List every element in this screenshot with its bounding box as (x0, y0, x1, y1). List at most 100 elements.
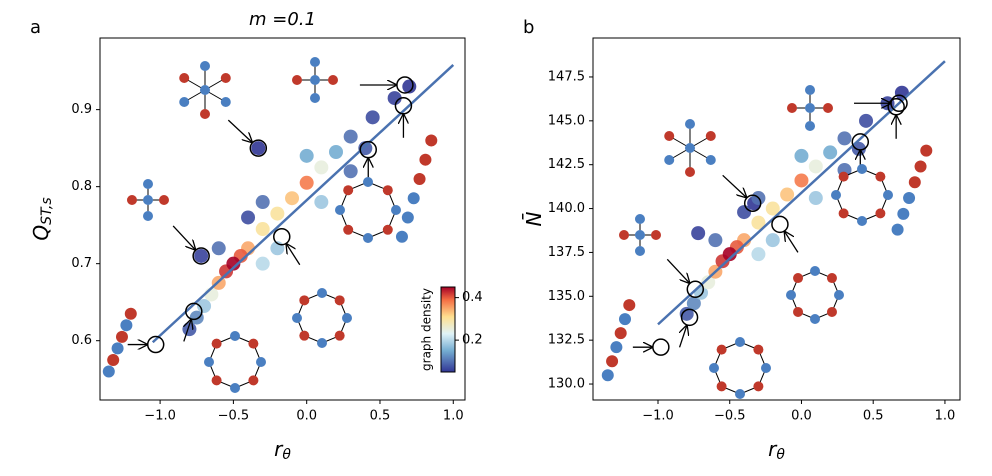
inset-node (805, 121, 815, 131)
strip-point (395, 230, 408, 243)
y-tick-label: 0.8 (71, 179, 92, 194)
plot-area (102, 64, 455, 378)
strip-point (413, 172, 426, 185)
strip-point (623, 299, 636, 312)
strip-point (903, 192, 916, 205)
scatter-point (765, 201, 780, 216)
y-axis-label: N̄ (521, 211, 546, 226)
panel-label: a (30, 17, 41, 38)
inset-node (292, 75, 302, 85)
inset-node (705, 131, 716, 141)
x-tick-label: 0.5 (863, 409, 884, 424)
y-tick-label: 0.7 (71, 256, 92, 271)
annotation-arrow (785, 232, 799, 253)
inset-node (363, 233, 373, 243)
strip-point (908, 176, 921, 189)
inset-node (883, 190, 893, 200)
strip-point (610, 341, 623, 354)
inset-node (127, 195, 137, 205)
y-tick-label: 0.9 (71, 102, 92, 117)
strip-point (920, 144, 933, 157)
inset-node (200, 61, 210, 71)
strip-point (891, 223, 904, 236)
inset-node (635, 230, 645, 240)
panel: a m =0.1 −1.0 −0.5 0.0 0.5 1.0 0.6 0.7 0.8 0.9 rθ QS… (29, 9, 483, 463)
strip-point (606, 355, 619, 368)
inset-node (651, 230, 661, 240)
x-tick-label: −1.0 (642, 409, 674, 424)
inset-node (220, 73, 231, 83)
inset-node (343, 185, 354, 196)
inset-node (826, 306, 837, 317)
scatter-point (194, 248, 209, 263)
y-tick-label: 130.0 (548, 377, 585, 392)
inset-node (735, 389, 745, 399)
strip-point (618, 313, 631, 326)
axes-frame (99, 37, 466, 401)
inset-node (753, 344, 764, 355)
y-axis-label-sub: ST,s (39, 197, 55, 225)
inset-node (810, 266, 820, 276)
x-tick-label: −0.5 (218, 409, 250, 424)
annotation-arrow (172, 225, 195, 249)
scatter-point (837, 131, 852, 146)
inset-node (786, 290, 796, 300)
scatter-point (270, 206, 285, 221)
y-tick-label: 145.0 (548, 113, 585, 128)
x-axis-label-sub: θ (282, 447, 291, 463)
plot-area (601, 60, 946, 382)
inset-node (292, 313, 302, 323)
annotation-arrow (722, 174, 746, 197)
strip-point (407, 192, 420, 205)
scatter-point (701, 275, 716, 290)
annotation-arrow (227, 119, 251, 142)
y-tick-label: 135.0 (548, 289, 585, 304)
scatter-point (794, 148, 809, 163)
x-axis-label-sub: θ (776, 447, 785, 463)
x-tick-label: 0.5 (370, 409, 391, 424)
y-axis-label-main: Q (29, 225, 53, 241)
inset-node (834, 290, 844, 300)
scatter-point (780, 187, 795, 202)
inset-node (343, 224, 354, 235)
inset-node (709, 363, 719, 373)
y-axis-label: QST,s (29, 197, 56, 240)
inset-node (310, 57, 320, 67)
scatter-point (691, 226, 706, 241)
strip-point (425, 134, 438, 147)
inset-node (823, 103, 833, 113)
inset-node (230, 331, 240, 341)
inset-node (382, 224, 393, 235)
inset-node (838, 171, 849, 182)
inset-node (716, 344, 727, 355)
inset-node (685, 143, 695, 153)
inset-node (200, 85, 210, 95)
inset-node (363, 177, 373, 187)
strip-point (120, 319, 133, 332)
inset-node (857, 216, 867, 226)
inset-node (857, 164, 867, 174)
colorbar-label: graph density (420, 288, 434, 371)
inset-node (334, 330, 345, 341)
highlight-circle (743, 194, 762, 213)
y-tick-label: 0.6 (71, 333, 92, 348)
scatter-point (343, 164, 358, 179)
inset-node (317, 288, 327, 298)
panel-label: b (523, 17, 534, 38)
inset-node (635, 246, 645, 256)
inset-node (787, 103, 797, 113)
inset-node (204, 357, 214, 367)
panel: b −1.0 −0.5 0.0 0.5 1.0 130.0 132.5 135.0 137.5 14… (521, 17, 961, 463)
inset-node (248, 375, 259, 386)
strip-point (107, 353, 120, 366)
inset-node (810, 314, 820, 324)
scatter-point (365, 110, 380, 125)
highlight-circle (273, 227, 291, 246)
inset-node (211, 375, 222, 386)
inset-node (685, 167, 695, 177)
annotation-arrow (184, 320, 191, 342)
inset-node (328, 75, 338, 85)
inset-node (826, 273, 837, 284)
scatter-point (314, 160, 329, 175)
y-tick-label: 147.5 (548, 69, 585, 84)
